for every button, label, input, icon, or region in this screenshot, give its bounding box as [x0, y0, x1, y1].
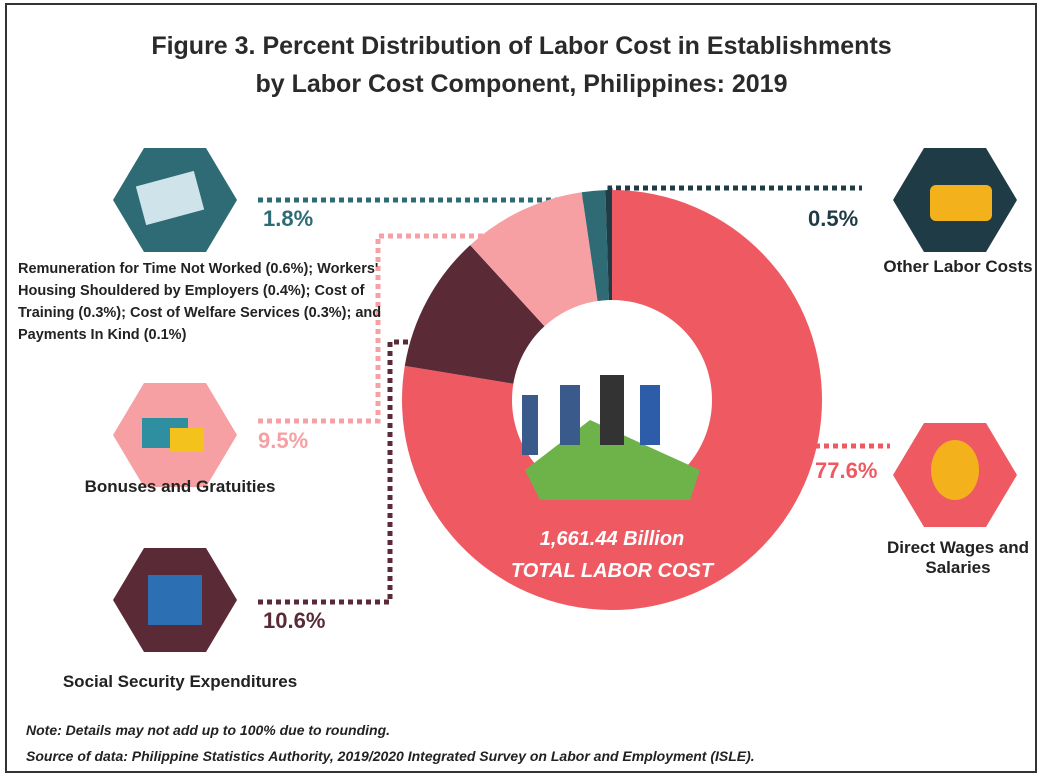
category-label: Other Labor Costs [883, 257, 1033, 276]
connector [258, 339, 432, 605]
icon [931, 440, 979, 500]
icon [148, 575, 202, 625]
value-label: 77.6% [815, 458, 878, 483]
title: by Labor Cost Component, Philippines: 20… [255, 70, 788, 98]
icon [170, 428, 204, 452]
frame [5, 3, 1037, 773]
value-label: 1.8% [263, 206, 314, 231]
donut-slice [605, 190, 612, 306]
donut-slice [581, 190, 610, 306]
value-label: 10.6% [263, 608, 326, 633]
icon [135, 170, 205, 226]
note: Note: Details may not add up to 100% due… [26, 722, 391, 738]
icons [113, 148, 1017, 652]
category-label: Remuneration for Time Not Worked (0.6%);… [18, 261, 382, 343]
source: Source of data: Philippine Statistics Au… [26, 748, 755, 764]
value-label: 0.5% [808, 206, 859, 231]
value-label: 9.5% [258, 428, 309, 453]
icon [930, 185, 992, 221]
category-label: Direct Wages and Salaries [886, 538, 1030, 577]
donut [401, 190, 822, 610]
connector [258, 233, 515, 424]
donut-slice [404, 245, 548, 385]
center-text: 1,661.44 Billion [539, 528, 685, 550]
illustration [522, 375, 660, 455]
category-label: Social Security Expenditures [62, 672, 298, 691]
donut-slice [470, 192, 599, 330]
title: Figure 3. Percent Distribution of Labor … [151, 32, 892, 60]
category-label: Bonuses and Gratuities [84, 477, 276, 496]
donut-slice [401, 190, 822, 610]
center-text: TOTAL LABOR COST [510, 560, 714, 582]
